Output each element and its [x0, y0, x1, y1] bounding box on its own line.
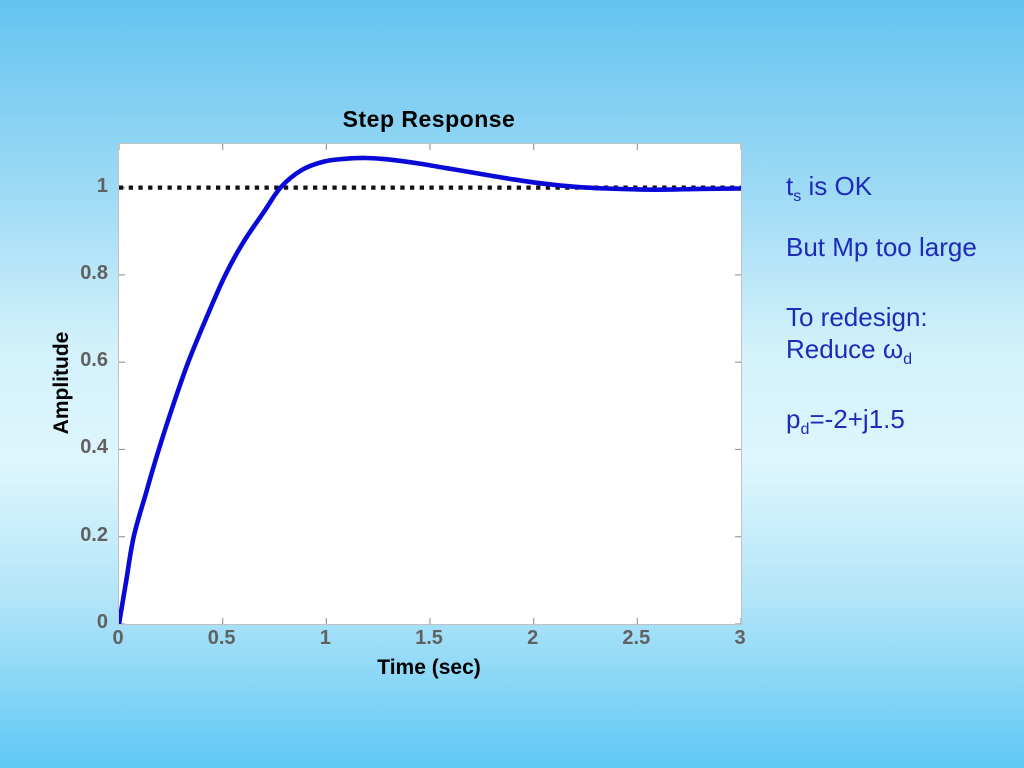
chart-title: Step Response [342, 106, 516, 132]
x-tick-label: 0.5 [207, 627, 236, 649]
x-tick-label: 3 [734, 627, 746, 649]
x-axis-label: Time (sec) [377, 656, 481, 679]
x-tick-label: 2.5 [622, 627, 651, 649]
y-tick-label: 0.2 [80, 523, 108, 546]
annotation-line: But Mp too large [786, 232, 977, 262]
step-response-chart [119, 144, 741, 624]
annotation-text-block: ts is OK But Mp too large To redesign: Redu… [786, 171, 1022, 471]
annotation-line: To redesign: [786, 302, 928, 332]
y-tick-label: 0 [96, 611, 108, 633]
annotation-line: ts is OK [786, 171, 873, 206]
annotation-line: Reduce ωd [786, 334, 913, 369]
x-tick-label: 1.5 [415, 627, 443, 649]
x-tick-label: 2 [527, 627, 539, 649]
y-tick-label: 1 [96, 174, 108, 197]
y-tick-label: 0.8 [80, 261, 108, 284]
x-tick-label: 0 [112, 627, 124, 649]
y-tick-label: 0.6 [80, 349, 108, 372]
y-axis-label: Amplitude [50, 331, 73, 435]
annotation-line: pd=-2+j1.5 [786, 404, 905, 439]
plot-area [118, 143, 742, 625]
y-tick-label: 0.4 [80, 436, 108, 459]
x-tick-label: 1 [319, 627, 331, 649]
response-curve [119, 155, 741, 624]
